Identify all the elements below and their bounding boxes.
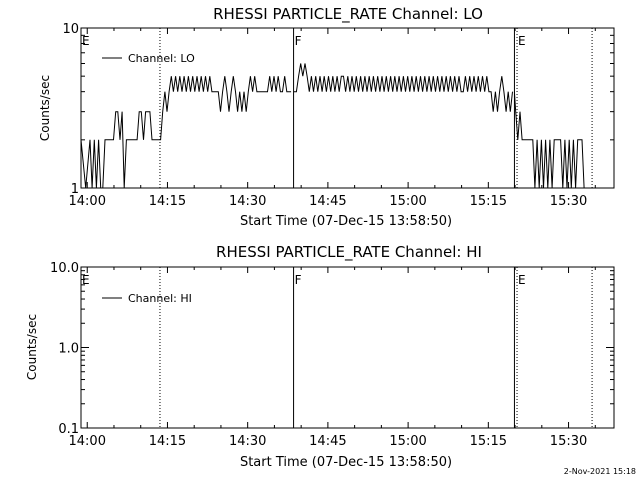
chart-1-xtick-label: 14:15 (149, 194, 186, 209)
chart-1-legend-label: Channel: LO (128, 52, 195, 65)
chart-1-xtick-label: 15:30 (550, 194, 587, 209)
chart-2-xtick-label: 14:00 (69, 434, 106, 449)
chart-2-xlabel: Start Time (07-Dec-15 13:58:50) (240, 455, 452, 470)
chart-2-xtick-label: 15:00 (389, 434, 426, 449)
chart-2-legend-label: Channel: HI (128, 292, 192, 305)
chart-2-marker-label: E (518, 273, 526, 287)
chart-1-series-line (513, 91, 585, 189)
chart-2-xtick-label: 15:15 (470, 434, 507, 449)
chart-1-xtick-label: 14:45 (309, 194, 346, 209)
chart-1-ylabel: Counts/sec (38, 75, 52, 141)
chart-1-marker-label: E (82, 34, 90, 48)
chart-1-xlabel: Start Time (07-Dec-15 13:58:50) (240, 214, 452, 229)
chart-2-xtick-label: 14:30 (229, 434, 266, 449)
chart-2-xtick-label: 15:30 (550, 434, 587, 449)
chart-2-plot: 14:00 14:15 14:30 14:45 15:00 15:15 15:30 0.1 1.… (50, 261, 614, 449)
chart-2-ytick-label: 1.0 (58, 342, 79, 357)
chart-2-ytick-label: 0.1 (58, 422, 79, 437)
chart-1-title: RHESSI PARTICLE_RATE Channel: LO (213, 5, 483, 24)
chart-1-xtick-label: 15:00 (389, 194, 426, 209)
chart-1-ytick-label: 1 (71, 182, 79, 197)
chart-2-ylabel: Counts/sec (25, 314, 39, 380)
footer-timestamp: 2-Nov-2021 15:18 (564, 467, 636, 476)
chart-1-plot-frame (80, 27, 615, 189)
chart-2-ytick-label: 10.0 (50, 261, 79, 276)
chart-2-marker-label: E (82, 273, 90, 287)
chart-1-xtick-label: 15:15 (470, 194, 507, 209)
chart-2-title: RHESSI PARTICLE_RATE Channel: HI (216, 243, 482, 262)
chart-1-xtick-label: 14:00 (69, 194, 106, 209)
chart-1-series-line (80, 76, 292, 189)
chart-2-xtick-label: 14:15 (149, 434, 186, 449)
chart-1-xtick-label: 14:30 (229, 194, 266, 209)
chart-2-marker-label: F (295, 273, 302, 287)
chart-1-marker-label: E (518, 34, 526, 48)
chart-1-series-line (293, 63, 513, 112)
chart-1-marker-label: F (295, 34, 302, 48)
chart-1-ytick-label: 10 (62, 22, 79, 37)
chart-2-xtick-label: 14:45 (309, 434, 346, 449)
